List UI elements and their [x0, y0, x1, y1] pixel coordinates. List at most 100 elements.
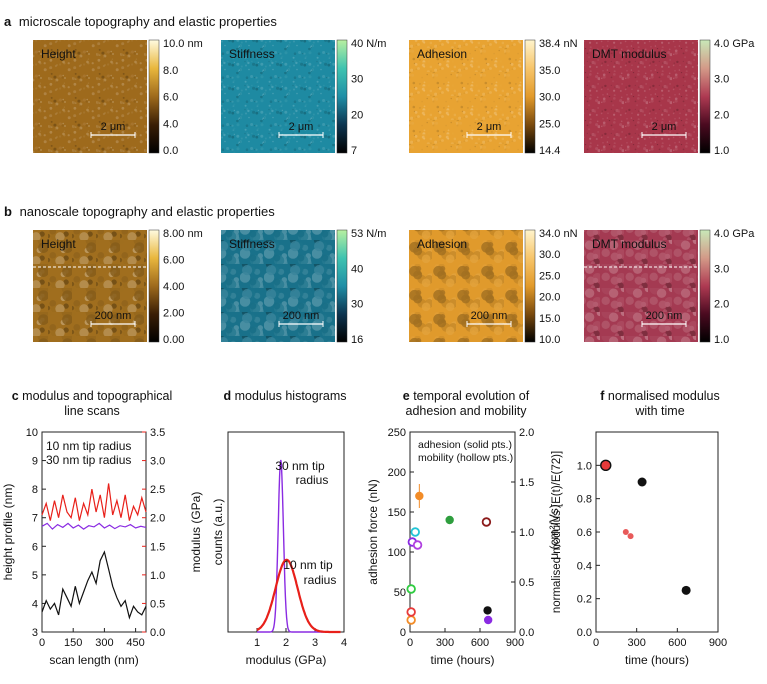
x-tick-label: 450: [126, 637, 144, 649]
y-tick-label: 0: [400, 627, 406, 639]
y-axis-label: normalised modulus [E(t)/E(72)]: [551, 451, 563, 613]
y-right-axis-label: μ (cm²/Vs): [547, 504, 561, 560]
x-tick-label: 1: [254, 637, 260, 649]
colorbar-tick: 8.0: [163, 65, 178, 77]
plot-frame: [595, 431, 719, 633]
colorbar-tick: 2.00: [163, 308, 184, 320]
mobility-point: [481, 517, 492, 527]
panel-d-histograms: d modulus histograms 1 2 3 4 modulus (GPa) cou…: [211, 389, 347, 667]
map-image: [33, 230, 147, 342]
panel-letter: c: [12, 389, 22, 403]
panel-letter: e: [403, 389, 413, 403]
colorbar-tick: 25.0: [539, 270, 560, 282]
map-image: [584, 40, 698, 153]
colorbar-tick: 30.0: [539, 249, 560, 261]
colorbar-tick: 34.0 nN: [539, 228, 578, 240]
y-tick-label: 5: [32, 570, 38, 582]
y-tick-label: 7: [32, 513, 38, 525]
adhesion-point: [483, 615, 493, 625]
map-label: Adhesion: [417, 237, 467, 251]
x-tick-label: 0: [39, 637, 45, 649]
colorbar-tick: 0.00: [163, 334, 184, 346]
x-axis-label: scan length (nm): [49, 653, 138, 667]
y-right-tick-label: 3.5: [150, 427, 165, 439]
y-tick-label: 6: [32, 541, 38, 553]
colorbar-tick: 30: [351, 74, 363, 86]
panel-letter: d: [224, 389, 235, 403]
y-right-tick-label: 2.0: [519, 427, 534, 439]
map-label: Stiffness: [229, 47, 275, 61]
colorbar-tick: 4.0 GPa: [714, 228, 755, 240]
annotation: 10 nm tip: [283, 558, 333, 572]
colorbar-tick: 20.0: [539, 292, 560, 304]
scale-bar-label: 2 μm: [477, 121, 502, 133]
map-image: [221, 40, 335, 153]
mobility-point: [410, 527, 420, 537]
y-right-tick-label: 0.5: [150, 598, 165, 610]
y-right-axis-label: modulus (GPa): [189, 492, 203, 573]
y-axis-label: height profile (nm): [1, 484, 15, 581]
legend-entry: mobility (hollow pts.): [418, 452, 513, 464]
y-right-tick-label: 1.5: [150, 541, 165, 553]
x-tick-label: 300: [627, 637, 645, 649]
panel-title-text: with time: [634, 404, 684, 418]
y-tick-label: 100: [388, 547, 406, 559]
colorbar-tick: 25.0: [539, 118, 560, 130]
panel-title-text: modulus and topographical: [22, 389, 172, 403]
panel-title: e temporal evolution of: [403, 389, 530, 403]
histogram-curve-1: [256, 558, 341, 634]
colorbar-tick: 3.0: [714, 263, 729, 275]
map-maps_a-dmt-modulus: DMT modulus 2 μm 4.0 GPa 3.0 2.0 1.0: [584, 38, 755, 157]
x-tick-label: 0: [407, 637, 413, 649]
series-line-2: [41, 550, 147, 620]
x-tick-label: 0: [593, 637, 599, 649]
x-tick-label: 900: [506, 637, 524, 649]
x-axis-label: time (hours): [430, 653, 494, 667]
y-right-tick-label: 3.0: [150, 456, 165, 468]
legend-entry: 10 nm tip radius: [46, 439, 131, 453]
map-maps_a-stiffness: Stiffness 2 μm 40 N/m 30 20 7: [221, 38, 386, 157]
colorbar-tick: 15.0: [539, 313, 560, 325]
map-image: [409, 40, 523, 153]
panel-title-text: normalised modulus: [608, 389, 720, 403]
adhesion-point: [415, 491, 424, 501]
y-tick-label: 0.4: [577, 560, 592, 572]
scale-bar-label: 2 μm: [652, 121, 677, 133]
colorbar-tick: 4.0: [163, 118, 178, 130]
x-tick-label: 300: [436, 637, 454, 649]
scale-bar-label: 200 nm: [646, 310, 683, 322]
x-tick-label: 150: [64, 637, 82, 649]
y-right-tick-label: 0.0: [150, 627, 165, 639]
x-tick-label: 600: [471, 637, 489, 649]
colorbar-tick: 4.0 GPa: [714, 38, 755, 50]
y-tick-label: 0.2: [577, 594, 592, 606]
map-maps_b-adhesion: Adhesion 200 nm 34.0 nN 30.0 25.0 20.0 15.0 10.…: [409, 228, 578, 346]
panel-title-text: temporal evolution of: [413, 389, 530, 403]
colorbar-tick: 30: [351, 299, 363, 311]
map-label: Height: [41, 237, 76, 251]
panel-title-text: adhesion and mobility: [406, 404, 528, 418]
map-label: DMT modulus: [592, 47, 666, 61]
y-tick-label: 9: [32, 456, 38, 468]
x-tick-label: 3: [312, 637, 318, 649]
y-right-tick-label: 2.0: [150, 513, 165, 525]
y-axis-label: counts (a.u.): [211, 499, 225, 566]
map-image: [33, 40, 147, 153]
colorbar-tick: 6.0: [163, 92, 178, 104]
y-tick-label: 0.8: [577, 494, 592, 506]
series-line-0: [41, 483, 147, 521]
panel-title: c modulus and topographical: [12, 389, 173, 403]
nanoscale-maps-row: Height 200 nm 8.00 nm 6.00 4.00 2.00 0.00 Stiff…: [33, 228, 755, 346]
y-tick-label: 150: [388, 507, 406, 519]
map-label: DMT modulus: [592, 237, 666, 251]
header-b: b nanoscale topography and elastic prope…: [4, 204, 275, 219]
y-tick-label: 0.0: [577, 627, 592, 639]
colorbar-tick: 8.00 nm: [163, 228, 203, 240]
colorbar-tick: 53 N/m: [351, 228, 386, 240]
y-right-tick-label: 0.0: [519, 627, 534, 639]
plot-frame: [41, 431, 147, 633]
modulus-point: [600, 459, 612, 472]
colorbar: [524, 39, 536, 154]
